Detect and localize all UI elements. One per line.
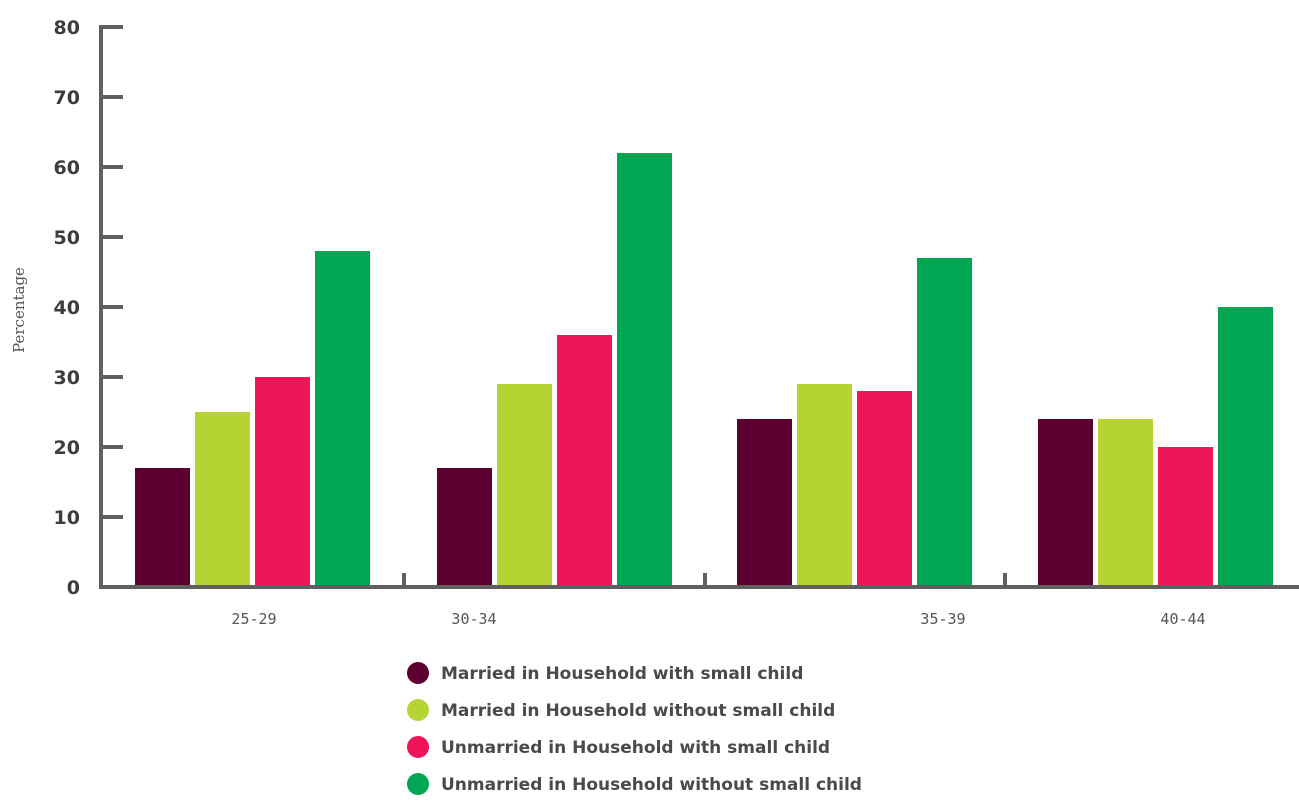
bar <box>315 251 370 587</box>
legend-label: Married in Household without small child <box>441 701 835 721</box>
bar <box>797 384 852 587</box>
bar <box>857 391 912 587</box>
y-tick-label: 20 <box>54 437 80 459</box>
bar <box>1098 419 1153 587</box>
y-axis-ticks: 0 10 20 30 40 50 60 70 80 <box>54 17 123 599</box>
y-tick-label: 80 <box>54 17 80 39</box>
bar <box>195 412 250 587</box>
y-tick-label: 60 <box>54 157 80 179</box>
x-axis-ticks: 25-29 30-34 35-39 40-44 <box>231 610 1205 628</box>
legend-swatch <box>407 699 429 721</box>
y-tick-label: 50 <box>54 227 80 249</box>
legend: Married in Household with small child Mar… <box>407 662 862 795</box>
y-tick-label: 30 <box>54 367 80 389</box>
x-tick-label: 35-39 <box>920 610 965 628</box>
bar <box>255 377 310 587</box>
legend-label: Unmarried in Household with small child <box>441 738 830 758</box>
axes <box>99 25 1299 589</box>
y-axis-label: Percentage <box>10 267 28 353</box>
bar <box>737 419 792 587</box>
bar <box>557 335 612 587</box>
bar <box>1038 419 1093 587</box>
legend-label: Unmarried in Household without small chi… <box>441 775 862 795</box>
y-tick-label: 0 <box>67 577 80 599</box>
y-tick-label: 70 <box>54 87 80 109</box>
bars <box>135 153 1273 587</box>
bar <box>617 153 672 587</box>
legend-label: Married in Household with small child <box>441 664 803 684</box>
bar <box>1158 447 1213 587</box>
bar <box>917 258 972 587</box>
x-tick-label: 25-29 <box>231 610 276 628</box>
x-tick-label: 40-44 <box>1160 610 1205 628</box>
legend-swatch <box>407 662 429 684</box>
legend-swatch <box>407 773 429 795</box>
y-tick-label: 10 <box>54 507 80 529</box>
x-tick-label: 30-34 <box>451 610 496 628</box>
bar <box>135 468 190 587</box>
bar <box>437 468 492 587</box>
legend-swatch <box>407 736 429 758</box>
bar <box>1218 307 1273 587</box>
bar <box>497 384 552 587</box>
y-tick-label: 40 <box>54 297 80 319</box>
